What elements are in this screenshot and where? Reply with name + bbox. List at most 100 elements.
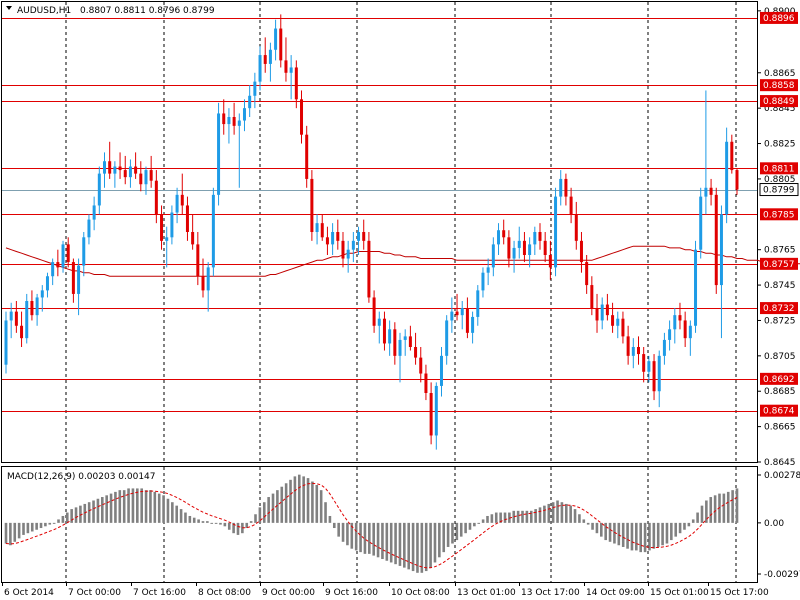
macd-bar [700, 505, 704, 523]
macd-bar [258, 507, 262, 523]
macd-bar [525, 510, 529, 523]
candle-body [279, 28, 283, 61]
macd-bar [26, 522, 30, 534]
macd-bar [284, 483, 288, 523]
macd-bar [57, 519, 60, 523]
candle-body [652, 361, 656, 392]
macd-bar [149, 490, 152, 523]
current-price-tag [759, 183, 799, 197]
level-tag [760, 404, 798, 417]
candle-body [429, 393, 433, 436]
macd-bar [289, 479, 292, 523]
macd-bar [446, 522, 450, 547]
macd-bar [516, 510, 520, 523]
candle-body [600, 304, 604, 321]
macd-bar [503, 512, 507, 523]
macd-bar [105, 495, 108, 523]
macd-bar [630, 522, 634, 551]
macd-bar [512, 510, 516, 523]
macd-bar [494, 512, 498, 523]
candle-body [232, 117, 236, 126]
macd-bar [319, 490, 323, 523]
macd-bar [201, 521, 205, 523]
candle-body [377, 318, 381, 326]
candle-body [315, 223, 319, 232]
candle-body [569, 196, 573, 215]
macd-bar [709, 497, 713, 523]
candle-body [388, 329, 392, 344]
macd-bar [713, 495, 717, 523]
macd-bar [455, 522, 459, 541]
candle-body [543, 240, 547, 255]
candle-body [268, 49, 272, 64]
macd-bar [486, 515, 489, 523]
macd-bar [403, 522, 406, 568]
macd-bar [162, 495, 165, 523]
macd-bar [372, 522, 375, 556]
candle-body [357, 232, 361, 241]
candle-body [71, 262, 75, 294]
macd-bar [551, 502, 555, 523]
macd-bar [346, 522, 349, 546]
candle-body [714, 194, 718, 286]
macd-bar [157, 493, 161, 523]
macd-bar [591, 522, 594, 530]
candle-body [61, 244, 65, 268]
candle-body [56, 262, 60, 268]
candle-body [77, 265, 81, 294]
macd-bar [473, 522, 476, 527]
candle-body [512, 247, 516, 259]
dropdown-triangle-icon[interactable] [6, 6, 12, 10]
macd-bar [398, 522, 402, 566]
macd-bar [44, 522, 47, 527]
macd-bar [214, 522, 218, 524]
macd-bar [254, 514, 257, 523]
macd-bar [109, 493, 113, 523]
candle-body [20, 325, 24, 339]
macd-signal-line [5, 482, 738, 569]
price-tick-label: 0.8845 [764, 104, 796, 114]
candle-body [108, 161, 112, 174]
macd-bar [122, 490, 126, 523]
candle-body [248, 95, 252, 109]
macd-bar [297, 474, 301, 523]
candle-body [160, 214, 164, 241]
macd-bar [171, 502, 174, 523]
candle-body [460, 308, 464, 316]
macd-bar [578, 514, 581, 523]
macd-bar [96, 498, 100, 523]
candle-body [522, 240, 526, 255]
macd-bar [328, 515, 332, 523]
candle-body [735, 170, 739, 190]
macd-bar [166, 498, 170, 523]
level-tag [760, 95, 798, 108]
macd-bar [438, 522, 441, 558]
macd-bar [726, 491, 730, 523]
macd-bar [13, 522, 17, 542]
candle-body [196, 244, 200, 277]
level-tag [760, 257, 798, 270]
candle-body [579, 240, 583, 263]
macd-bar [175, 505, 179, 523]
candle-body [662, 339, 666, 356]
level-tag-label: 0.8896 [763, 14, 795, 24]
candle-body [694, 249, 698, 326]
candle-body [445, 320, 449, 356]
macd-bar [534, 509, 537, 523]
macd-bar [188, 515, 192, 523]
macd-bar [468, 522, 472, 530]
price-tick-label: 0.8865 [764, 69, 796, 79]
macd-bar [324, 502, 327, 523]
macd-bar [262, 502, 266, 523]
macd-bar [477, 522, 481, 524]
macd-bar [683, 522, 686, 530]
macd-bar [293, 476, 297, 523]
macd-bar [538, 507, 542, 523]
candle-body [668, 329, 672, 340]
candle-body [621, 318, 625, 337]
candle-body [497, 230, 501, 245]
macd-bar [678, 522, 682, 534]
macd-bar [48, 522, 52, 525]
candle-body [595, 308, 599, 321]
